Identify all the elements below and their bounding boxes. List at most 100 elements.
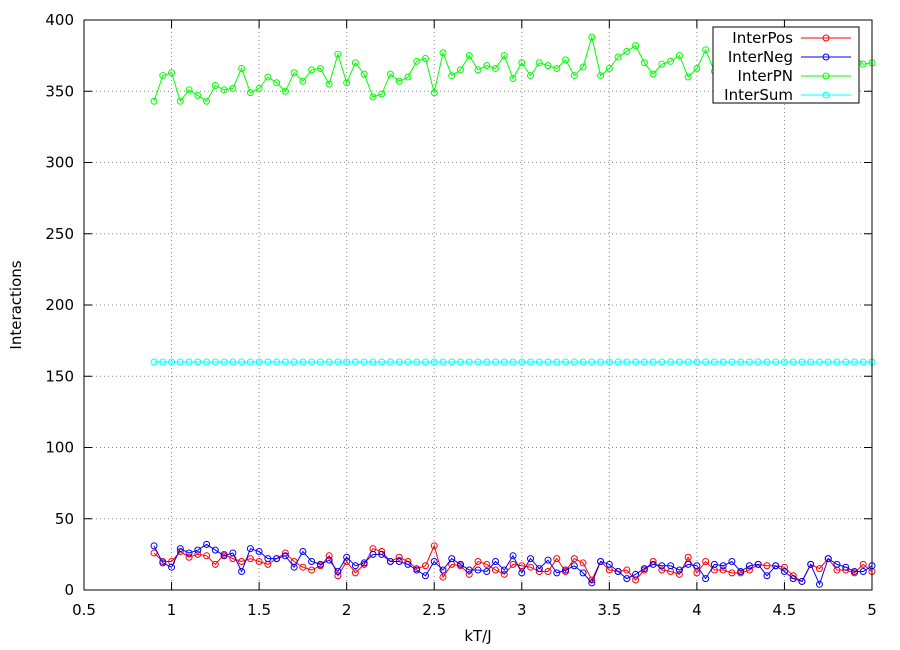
data-point-interpos: [763, 562, 771, 570]
data-point-intersum: [316, 358, 324, 366]
data-point-interpn: [649, 70, 657, 78]
data-point-interpos: [518, 562, 526, 570]
data-point-interpos: [728, 569, 736, 577]
data-point-interpn: [404, 73, 412, 81]
data-point-interneg: [386, 558, 394, 565]
data-point-interneg: [850, 567, 858, 575]
data-point-interpos: [185, 553, 193, 561]
data-point-interneg: [842, 563, 850, 571]
data-point-interpos: [509, 560, 517, 568]
data-point-interpos: [395, 553, 403, 561]
data-point-interneg: [500, 566, 508, 574]
data-point-interneg: [640, 565, 648, 573]
data-point-interneg: [159, 559, 167, 567]
data-point-intersum: [360, 358, 368, 366]
data-point-intersum: [675, 358, 683, 366]
data-point-interneg: [351, 562, 359, 570]
data-point-interneg: [623, 575, 631, 583]
data-point-interneg: [369, 550, 377, 558]
data-point-intersum: [623, 358, 631, 366]
data-point-interpos: [299, 563, 307, 571]
x-tick-label: 3: [517, 601, 527, 619]
data-point-interneg: [203, 540, 211, 548]
data-point-interneg: [588, 579, 596, 587]
data-point-interpn: [343, 79, 351, 87]
data-point-intersum: [658, 358, 666, 366]
data-point-interneg: [421, 572, 429, 580]
data-point-intersum: [850, 358, 858, 366]
data-point-interpn: [570, 72, 578, 80]
data-point-intersum: [833, 358, 841, 366]
data-point-intersum: [220, 358, 228, 366]
data-point-interpn: [614, 53, 622, 61]
data-point-interpn: [544, 62, 552, 70]
data-point-interpos: [684, 553, 692, 561]
data-point-interneg: [684, 560, 692, 568]
data-point-interpos: [150, 549, 158, 557]
data-point-intersum: [544, 358, 552, 366]
data-point-intersum: [255, 358, 263, 366]
data-point-intersum: [465, 358, 473, 366]
data-point-interpn: [474, 66, 482, 74]
data-point-interpos: [719, 566, 727, 574]
data-point-intersum: [763, 358, 771, 366]
data-point-interneg: [614, 567, 622, 575]
data-point-interneg: [281, 552, 289, 560]
data-point-interneg: [194, 546, 202, 554]
data-point-interpos: [474, 558, 482, 565]
data-point-interpos: [745, 566, 753, 574]
data-point-interpn: [386, 70, 394, 78]
data-point-interpos: [527, 563, 535, 571]
legend-box: [712, 26, 860, 104]
x-tick-label: 1.5: [247, 601, 271, 619]
data-point-interpos: [675, 570, 683, 578]
data-point-interpn: [220, 86, 228, 94]
data-point-intersum: [702, 358, 710, 366]
data-point-intersum: [684, 358, 692, 366]
data-point-interneg: [780, 567, 788, 575]
data-point-interpn: [159, 72, 167, 80]
x-tick-label: 2.5: [422, 601, 446, 619]
x-tick-label: 4.5: [773, 601, 797, 619]
data-point-intersum: [728, 358, 736, 366]
data-point-interneg: [745, 562, 753, 570]
data-point-interpn: [246, 89, 254, 97]
data-point-interpn: [588, 33, 596, 41]
y-tick-label: 250: [45, 225, 74, 243]
data-point-interpos: [780, 563, 788, 571]
data-point-interneg: [824, 555, 832, 563]
data-point-interpn: [395, 77, 403, 85]
data-point-interpn: [535, 59, 543, 67]
data-point-interpos: [255, 558, 263, 565]
data-point-interneg: [308, 558, 316, 565]
data-point-interneg: [360, 559, 368, 567]
data-point-interneg: [299, 548, 307, 556]
data-point-intersum: [194, 358, 202, 366]
data-point-intersum: [737, 358, 745, 366]
data-point-intersum: [579, 358, 587, 366]
data-point-intersum: [597, 358, 605, 366]
data-point-intersum: [815, 358, 823, 366]
data-point-interpn: [632, 42, 640, 50]
data-point-interpn: [168, 69, 176, 77]
data-point-intersum: [842, 358, 850, 366]
data-point-interpos: [211, 560, 219, 568]
data-point-interneg: [413, 566, 421, 574]
data-point-interneg: [702, 575, 710, 583]
data-point-intersum: [395, 358, 403, 366]
data-point-interneg: [728, 558, 736, 565]
data-point-interneg: [710, 560, 718, 568]
data-point-interneg: [535, 565, 543, 573]
data-point-interpn: [281, 87, 289, 95]
data-point-interneg: [395, 558, 403, 565]
data-point-interneg: [807, 560, 815, 568]
data-point-intersum: [518, 358, 526, 366]
data-point-intersum: [229, 358, 237, 366]
data-point-intersum: [649, 358, 657, 366]
data-point-intersum: [273, 358, 281, 366]
data-point-intersum: [570, 358, 578, 366]
data-point-interpn: [675, 52, 683, 60]
legend-marker-interpos: [822, 34, 830, 42]
